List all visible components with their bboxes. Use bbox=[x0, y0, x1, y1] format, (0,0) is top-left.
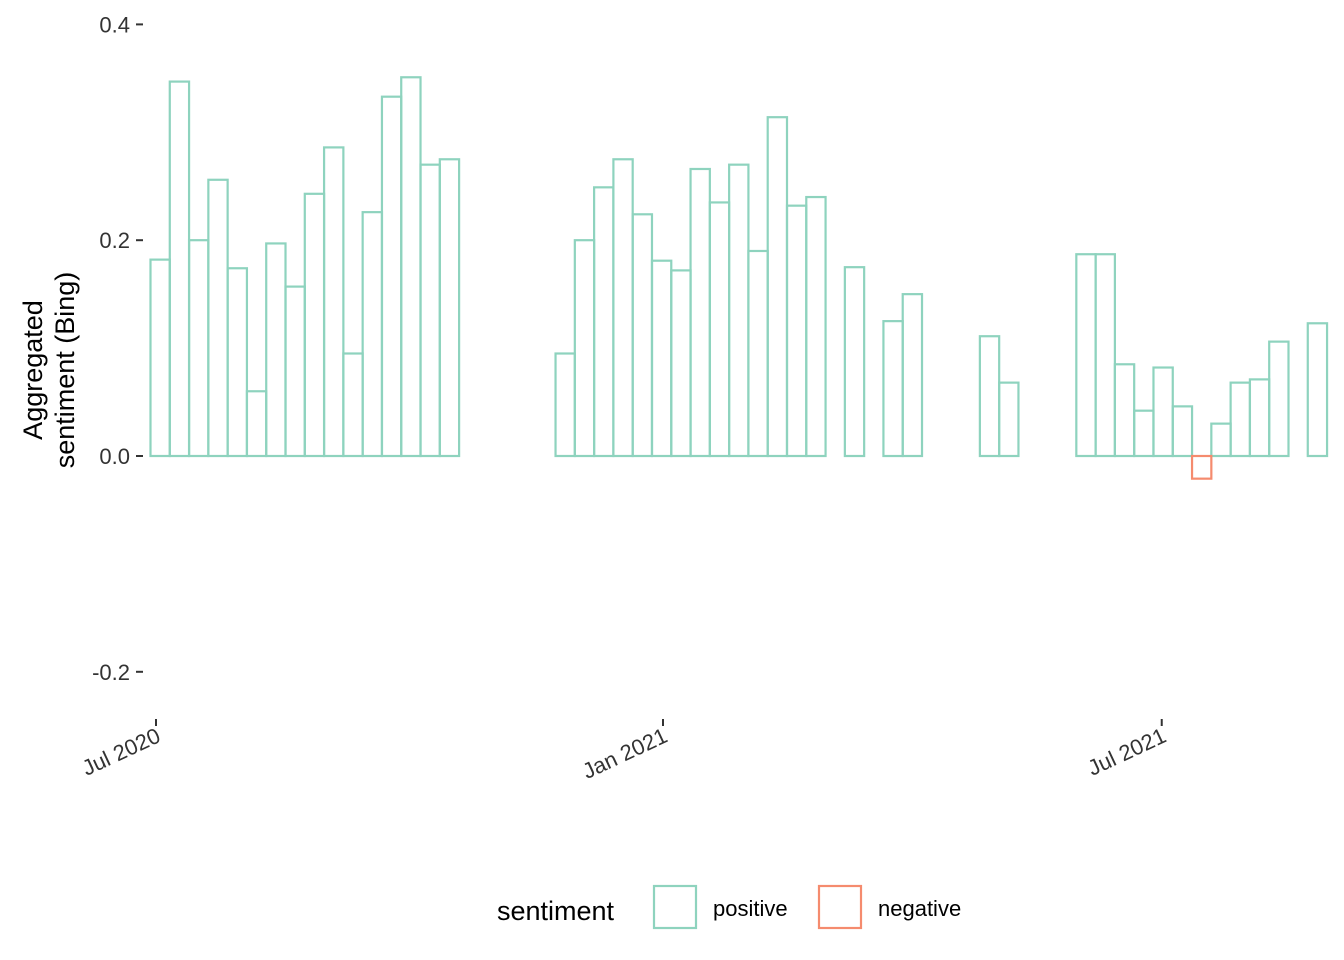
y-axis-title-line-1: Aggregated bbox=[18, 300, 48, 440]
bar-positive-26 bbox=[747, 249, 769, 458]
legend-key-negative bbox=[817, 884, 863, 930]
bar-positive-42 bbox=[1229, 381, 1252, 458]
legend-label-positive: positive bbox=[713, 896, 788, 921]
bar-positive-32 bbox=[901, 293, 924, 458]
x-tick-label-2: Jul 2021 bbox=[1084, 723, 1170, 781]
bar-positive-6 bbox=[265, 242, 287, 458]
bar-positive-8 bbox=[303, 192, 326, 458]
bar-positive-24 bbox=[708, 201, 731, 458]
bar-positive-21 bbox=[650, 259, 673, 458]
bar-positive-2 bbox=[187, 239, 210, 458]
bar-positive-7 bbox=[284, 285, 306, 458]
bar-positive-28 bbox=[785, 204, 808, 458]
bar-positive-37 bbox=[1113, 363, 1136, 458]
bar-positive-17 bbox=[573, 239, 596, 458]
bar-positive-14 bbox=[419, 163, 441, 458]
y-axis-title-line-2: sentiment (Bing) bbox=[50, 272, 80, 469]
y-tick-label-3: 0.4 bbox=[99, 12, 130, 37]
bar-positive-19 bbox=[612, 158, 634, 458]
bar-positive-38 bbox=[1133, 409, 1155, 458]
bar-positive-9 bbox=[322, 146, 345, 458]
x-tick-label-0: Jul 2020 bbox=[78, 723, 164, 781]
bar-positive-34 bbox=[998, 381, 1020, 458]
bar-positive-18 bbox=[593, 186, 615, 458]
bar-positive-29 bbox=[805, 195, 827, 458]
legend-title: sentiment bbox=[497, 896, 615, 926]
x-tick-label-1: Jan 2021 bbox=[578, 723, 671, 784]
y-tick-label-1: 0.0 bbox=[99, 444, 130, 469]
y-tick-label-0: -0.2 bbox=[92, 660, 130, 685]
y-axis-title: Aggregated sentiment (Bing) bbox=[18, 272, 80, 469]
bar-positive-33 bbox=[978, 335, 1001, 458]
bar-positive-43 bbox=[1248, 378, 1271, 458]
y-axis: -0.2 0.0 0.2 0.4 bbox=[92, 12, 143, 685]
bar-positive-22 bbox=[670, 269, 692, 458]
bar-positive-23 bbox=[689, 167, 711, 458]
bar-positive-5 bbox=[245, 390, 268, 458]
bar-positive-3 bbox=[207, 178, 229, 458]
bar-positive-39 bbox=[1152, 366, 1174, 458]
bar-positive-13 bbox=[400, 76, 422, 458]
legend-label-negative: negative bbox=[878, 896, 961, 921]
bar-positive-10 bbox=[342, 352, 364, 458]
bar-positive-44 bbox=[1268, 340, 1290, 458]
bars-layer bbox=[149, 76, 1329, 480]
bar-positive-4 bbox=[226, 267, 249, 458]
bar-positive-40 bbox=[1171, 405, 1194, 458]
bar-positive-0 bbox=[149, 258, 171, 458]
bar-positive-15 bbox=[438, 158, 461, 458]
bar-positive-16 bbox=[554, 352, 576, 458]
bar-positive-25 bbox=[728, 163, 750, 458]
bar-positive-45 bbox=[1306, 322, 1329, 458]
bar-positive-12 bbox=[380, 95, 403, 458]
bar-positive-35 bbox=[1075, 253, 1097, 458]
bar-positive-27 bbox=[766, 116, 789, 458]
bar-positive-11 bbox=[361, 211, 384, 458]
bar-positive-20 bbox=[631, 213, 654, 458]
bar-positive-31 bbox=[882, 320, 904, 458]
bar-negative-0 bbox=[1190, 454, 1213, 480]
y-tick-label-2: 0.2 bbox=[99, 228, 130, 253]
bar-positive-36 bbox=[1094, 253, 1116, 458]
bar-positive-41 bbox=[1210, 422, 1232, 458]
legend-key-positive bbox=[652, 884, 698, 930]
bar-positive-30 bbox=[843, 266, 866, 458]
legend: sentiment positive negative bbox=[497, 884, 961, 930]
bar-positive-1 bbox=[168, 80, 191, 458]
